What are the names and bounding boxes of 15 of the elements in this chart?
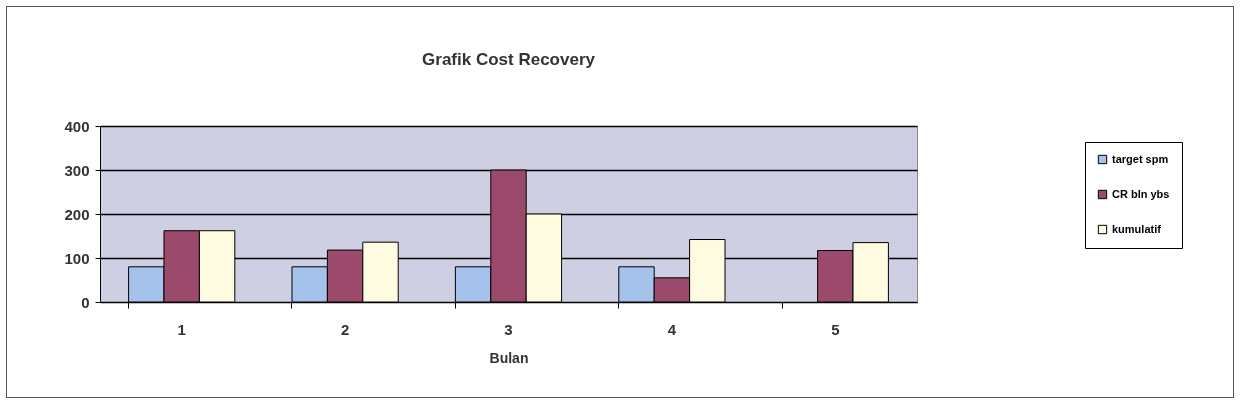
- chart-title: Grafik Cost Recovery: [422, 50, 596, 69]
- x-tick-label: 5: [831, 320, 840, 338]
- legend-label: CR bln ybs: [1112, 187, 1170, 200]
- x-tick-label: 2: [340, 320, 350, 338]
- x-tick-label: 4: [667, 320, 677, 338]
- x-axis-title: Bulan: [489, 349, 529, 366]
- y-tick-label: 0: [81, 293, 90, 311]
- y-tick-label: 200: [64, 205, 90, 223]
- y-tick-label: 400: [64, 117, 90, 135]
- legend-label: kumulatif: [1112, 222, 1162, 235]
- y-tick-label: 300: [64, 161, 90, 179]
- x-tick-label: 3: [504, 320, 513, 338]
- legend-label: target spm: [1112, 152, 1169, 165]
- y-tick-label: 100: [64, 249, 90, 267]
- x-tick-label: 1: [177, 320, 186, 338]
